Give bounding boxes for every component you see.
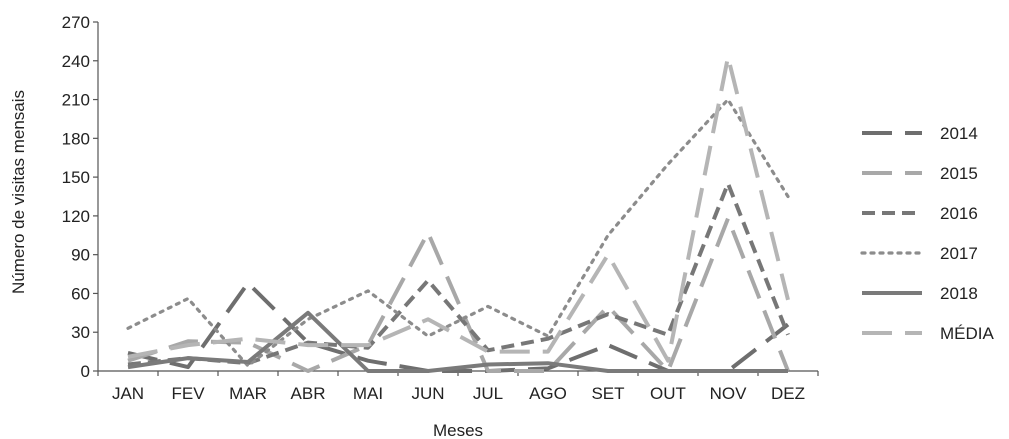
- x-tick-label: FEV: [171, 384, 205, 403]
- legend-item: 2015: [862, 164, 978, 183]
- legend-item: 2014: [862, 124, 978, 143]
- legend-label: MÉDIA: [940, 324, 995, 343]
- legend-label: 2018: [940, 284, 978, 303]
- y-tick-label: 180: [62, 129, 90, 148]
- y-tick-label: 120: [62, 207, 90, 226]
- x-tick-label: JUL: [473, 384, 503, 403]
- x-axis-title: Meses: [433, 421, 483, 439]
- x-tick-label: DEZ: [771, 384, 805, 403]
- legend-label: 2017: [940, 244, 978, 263]
- x-tick-label: MAI: [353, 384, 383, 403]
- legend-item: 2016: [862, 204, 978, 223]
- legend-item: 2017: [860, 244, 978, 263]
- legend-item: MÉDIA: [862, 324, 995, 343]
- legend-label: 2015: [940, 164, 978, 183]
- x-tick-label: AGO: [529, 384, 567, 403]
- series-line-2014: [127, 281, 790, 373]
- y-tick-label: 90: [71, 246, 90, 265]
- legend-label: 2014: [940, 124, 978, 143]
- x-axis: JAN FEV MAR ABR MAI JUN JUL AGO SET OUT NOV DEZ: [97, 370, 819, 403]
- legend: 2014 2015 2016 2017 2018 MÉDIA: [860, 124, 995, 343]
- y-axis: 0 30 60 90 120 150 180 210 240 270: [62, 13, 99, 381]
- series-line-2017: [126, 97, 790, 368]
- x-tick-label: JUN: [411, 384, 444, 403]
- series-line-2018: [127, 310, 788, 373]
- series-line-mdia: [127, 54, 790, 363]
- x-tick-label: MAR: [229, 384, 267, 403]
- y-tick-label: 210: [62, 91, 90, 110]
- legend-item: 2018: [862, 284, 978, 303]
- x-tick-label: SET: [591, 384, 624, 403]
- x-tick-label: JAN: [112, 384, 144, 403]
- series-lines: [126, 54, 790, 373]
- y-tick-label: 150: [62, 168, 90, 187]
- y-tick-label: 30: [71, 323, 90, 342]
- x-tick-label: NOV: [710, 384, 748, 403]
- y-tick-label: 60: [71, 284, 90, 303]
- series-line-2016: [127, 181, 790, 367]
- y-tick-label: 240: [62, 52, 90, 71]
- legend-label: 2016: [940, 204, 978, 223]
- y-tick-label: 270: [62, 13, 90, 32]
- x-tick-label: ABR: [291, 384, 326, 403]
- series-line-2015: [127, 216, 790, 373]
- y-axis-title: Número de visitas mensais: [9, 90, 28, 294]
- y-tick-label: 0: [81, 362, 90, 381]
- x-tick-label: OUT: [650, 384, 686, 403]
